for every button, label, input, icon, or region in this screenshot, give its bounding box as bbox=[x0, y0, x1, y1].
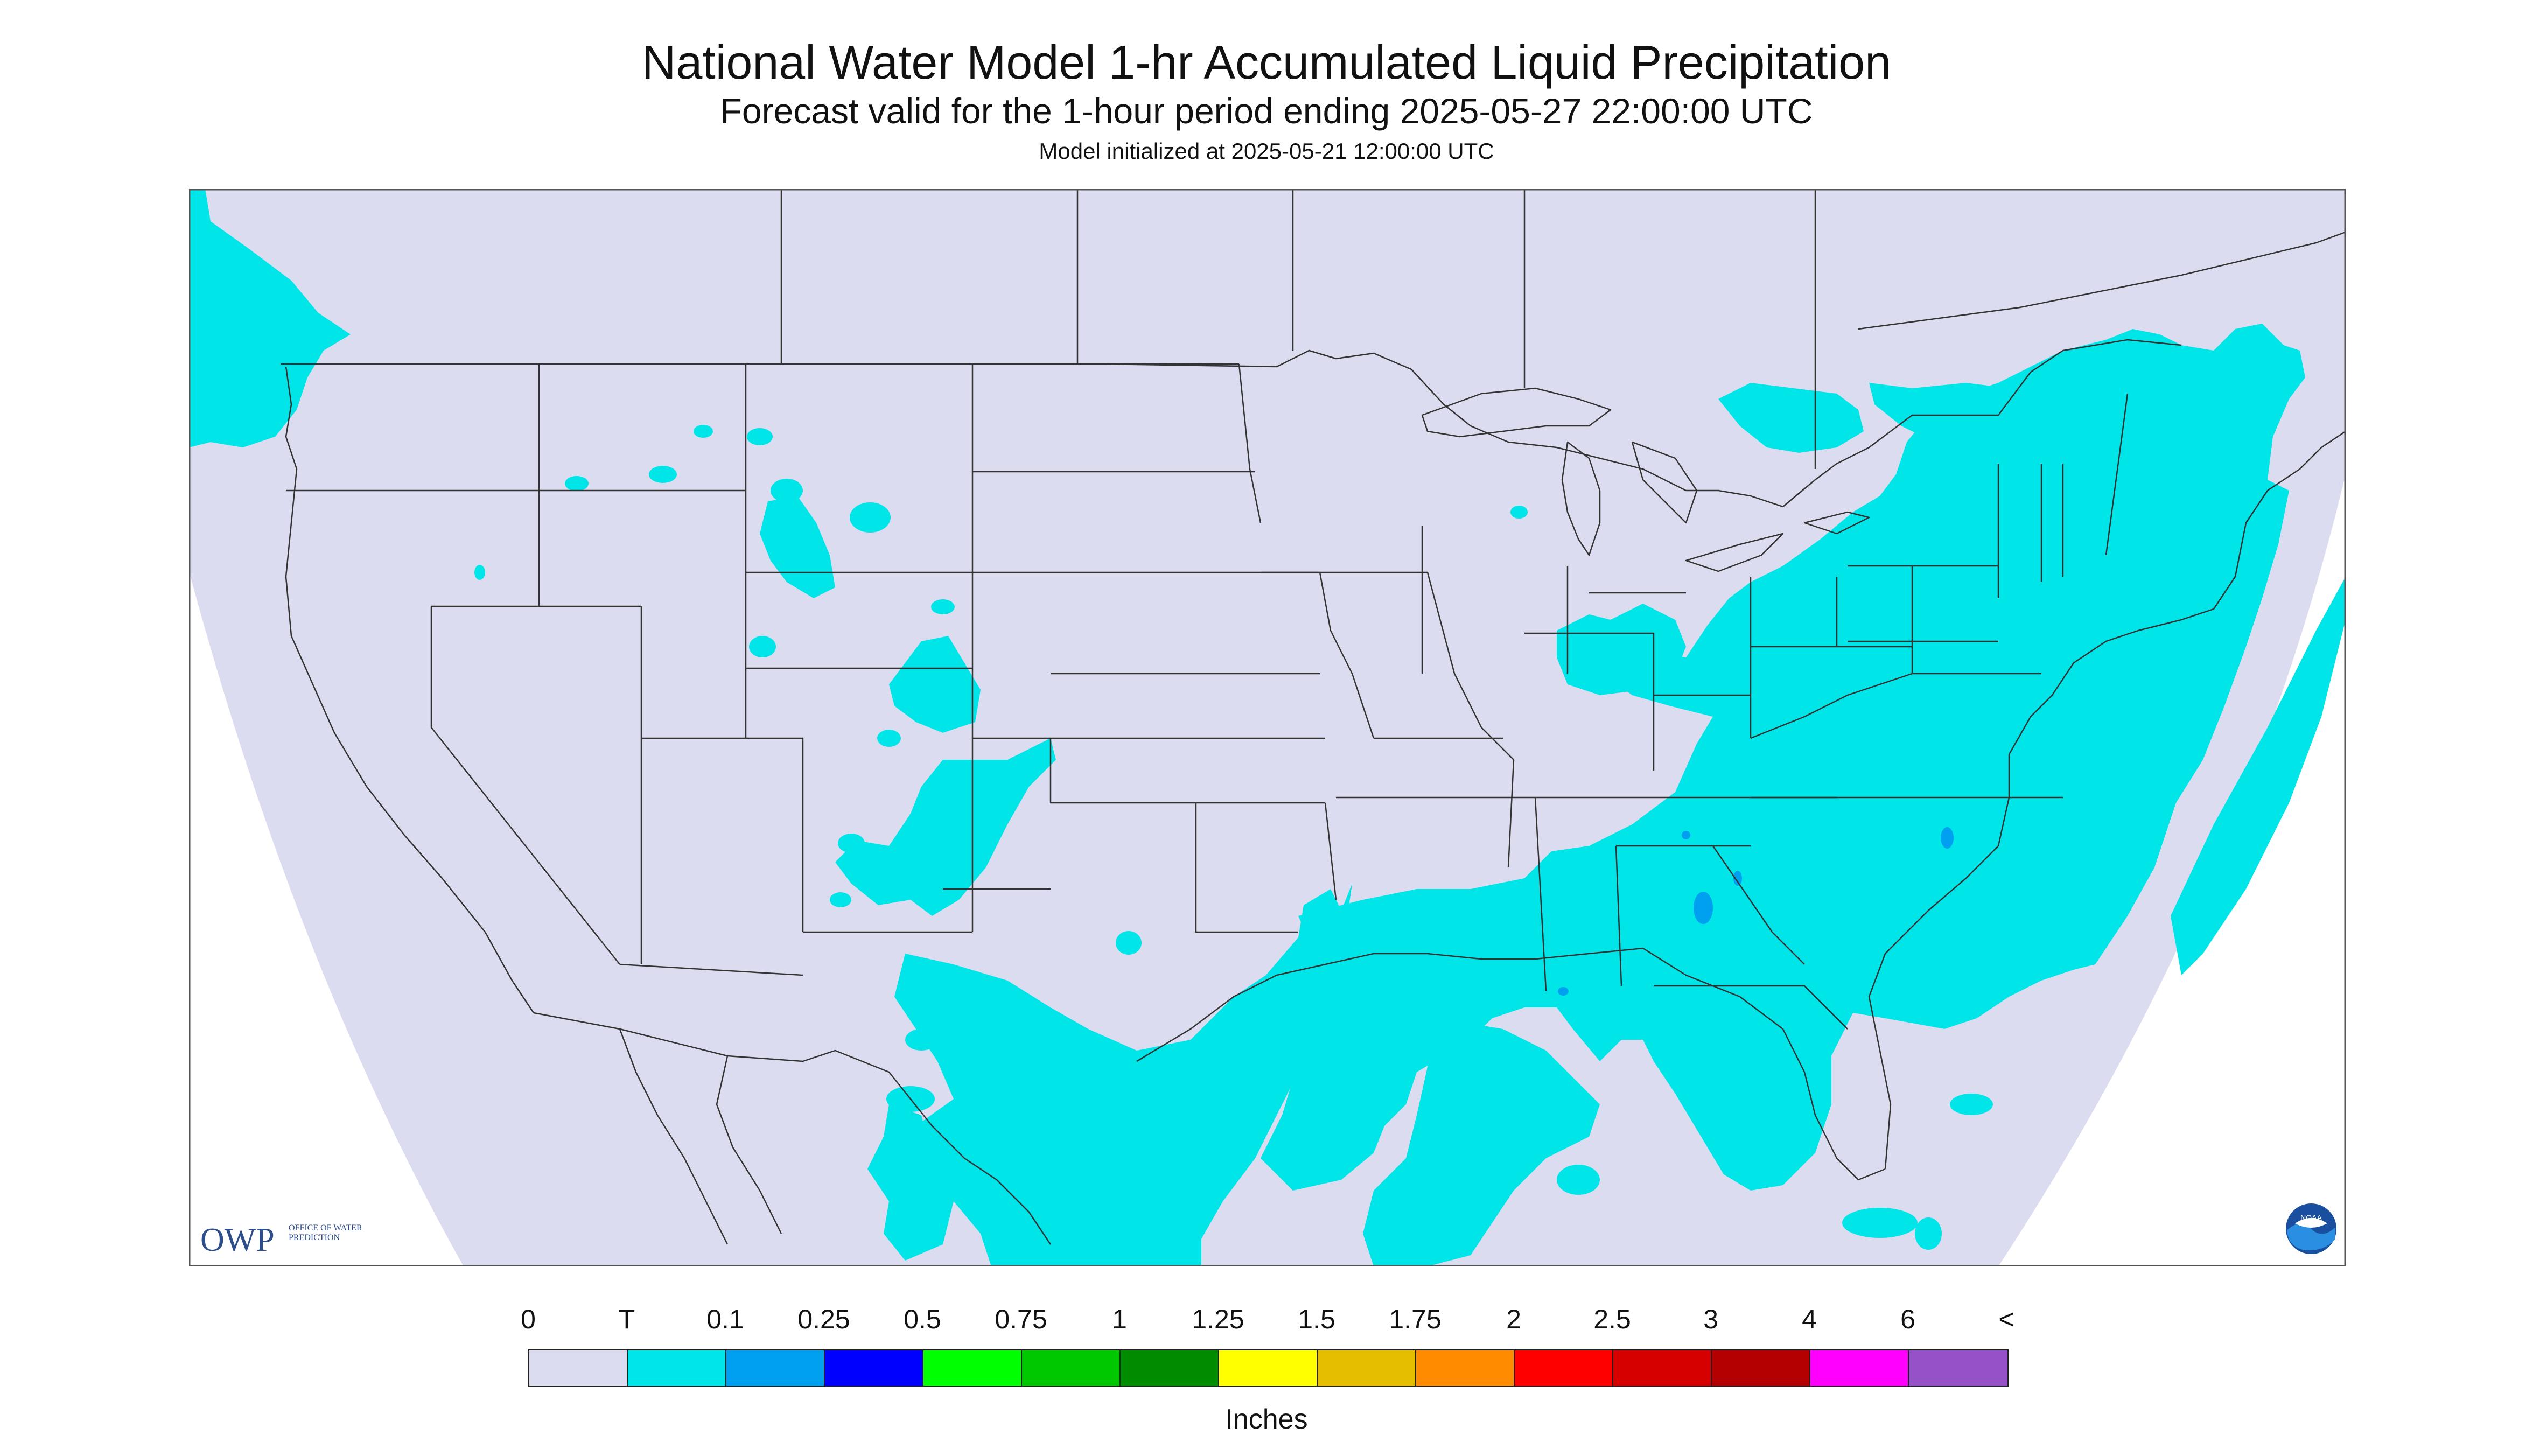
legend-colorbar bbox=[528, 1349, 2009, 1387]
legend-label: 6 bbox=[1900, 1304, 1915, 1334]
legend-units: Inches bbox=[1225, 1404, 1308, 1435]
coast-gulf bbox=[1136, 947, 1886, 1181]
legend-color-cell bbox=[825, 1350, 923, 1386]
precip-cell bbox=[1915, 1217, 1942, 1250]
map-boundaries bbox=[281, 189, 2346, 1245]
coast-baja bbox=[619, 1028, 782, 1245]
noaa-logo-icon: NOAA bbox=[2285, 1202, 2338, 1255]
legend-label: 0.25 bbox=[797, 1304, 850, 1334]
noaa-logo-text: NOAA bbox=[2300, 1213, 2322, 1222]
owp-logo-subtext: OFFICE OF WATER PREDICTION bbox=[289, 1223, 362, 1242]
precip-ontario bbox=[1718, 383, 1864, 453]
precip-areas-light bbox=[189, 189, 2346, 1266]
legend-color-cell bbox=[1318, 1350, 1416, 1386]
precip-cell bbox=[931, 599, 955, 614]
legend-label: 0.5 bbox=[904, 1304, 941, 1334]
legend-color-cell bbox=[1909, 1350, 2007, 1386]
precip-cell bbox=[877, 730, 901, 747]
map-frame bbox=[189, 189, 2346, 1266]
precip-cell bbox=[838, 834, 865, 853]
precip-cell bbox=[1950, 1094, 1993, 1115]
legend-color-cell bbox=[1121, 1350, 1219, 1386]
state-lines bbox=[286, 364, 1196, 976]
legend-color-cell bbox=[726, 1350, 825, 1386]
legend-label: 0.1 bbox=[706, 1304, 744, 1334]
precip-cell bbox=[1083, 1111, 1115, 1130]
precip-cell bbox=[1116, 931, 1142, 955]
precip-heavy-cell bbox=[1694, 892, 1713, 924]
lake-superior bbox=[1421, 387, 1612, 438]
precip-cell bbox=[565, 476, 589, 491]
legend-label: 0 bbox=[521, 1304, 536, 1334]
legend-color-cell bbox=[1416, 1350, 1515, 1386]
precip-southeast-east bbox=[1261, 324, 2305, 1191]
precip-cell bbox=[1799, 922, 1831, 942]
precip-heavy-cell bbox=[1682, 831, 1690, 839]
lake-ontario bbox=[1803, 511, 1870, 535]
border-us-canada bbox=[281, 339, 2182, 508]
legend-label: < bbox=[1998, 1304, 2014, 1334]
legend-color-cell bbox=[1515, 1350, 1613, 1386]
precip-heavy-cell bbox=[1558, 987, 1569, 996]
precip-areas-heavier bbox=[1558, 827, 1954, 996]
precip-cell bbox=[830, 892, 851, 907]
precip-cell bbox=[1510, 506, 1528, 519]
legend-color-cell bbox=[1613, 1350, 1712, 1386]
border-us-mexico bbox=[533, 1012, 1052, 1245]
precip-oregon-coast bbox=[189, 243, 297, 442]
legend-label: 1.75 bbox=[1389, 1304, 1442, 1334]
legend-color-cell bbox=[923, 1350, 1022, 1386]
legend-label: 1.5 bbox=[1298, 1304, 1335, 1334]
precip-cell bbox=[1164, 1053, 1196, 1070]
precip-mexico-west bbox=[867, 1104, 954, 1261]
legend-color-cell bbox=[1219, 1350, 1318, 1386]
border-canada-provinces bbox=[780, 189, 2346, 469]
lake-erie bbox=[1685, 533, 1784, 572]
legend-label: 0.75 bbox=[995, 1304, 1047, 1334]
legend-label: T bbox=[618, 1304, 635, 1334]
precip-cell bbox=[694, 425, 713, 438]
precip-cell bbox=[1729, 917, 1772, 936]
state-lines-plains bbox=[972, 363, 1375, 933]
precip-gulf-central bbox=[1363, 1018, 1600, 1266]
legend-labels: 0 T 0.1 0.25 0.5 0.75 1 1.25 1.5 1.75 2 … bbox=[0, 1303, 2533, 1335]
precip-cell bbox=[1557, 1165, 1600, 1195]
lake-michigan bbox=[1561, 441, 1601, 556]
precip-heavy-cell bbox=[1733, 871, 1742, 886]
precip-colorado bbox=[889, 636, 981, 733]
precip-cell bbox=[1842, 1208, 1918, 1238]
owp-logo: OWP bbox=[200, 1222, 275, 1258]
legend-label: 3 bbox=[1703, 1304, 1718, 1334]
coast-west bbox=[285, 366, 535, 1013]
coast-east bbox=[1868, 430, 2346, 1170]
precipitation-map bbox=[189, 189, 2346, 1266]
init-time: Model initialized at 2025-05-21 12:00:00… bbox=[1039, 138, 1494, 164]
precip-cell bbox=[474, 565, 485, 580]
page-title: National Water Model 1-hr Accumulated Li… bbox=[641, 36, 1892, 89]
precip-cell bbox=[850, 502, 891, 533]
lake-huron bbox=[1631, 441, 1698, 524]
page-subtitle: Forecast valid for the 1-hour period end… bbox=[720, 91, 1813, 131]
precip-cell bbox=[905, 1029, 937, 1051]
legend-label: 1 bbox=[1112, 1304, 1127, 1334]
legend-label: 2.5 bbox=[1593, 1304, 1631, 1334]
state-lines-midwest bbox=[1261, 526, 1837, 992]
precip-new-mexico bbox=[835, 738, 1056, 916]
precip-texas-mexico bbox=[894, 884, 1352, 1266]
legend-color-cell bbox=[1022, 1350, 1121, 1386]
legend-label: 1.25 bbox=[1192, 1304, 1244, 1334]
legend-color-cell bbox=[628, 1350, 726, 1386]
state-lines-east bbox=[1654, 393, 2129, 1030]
precip-heavy-cell bbox=[1941, 827, 1954, 849]
precip-cell bbox=[747, 428, 773, 445]
legend-color-cell bbox=[529, 1350, 628, 1386]
legend-label: 4 bbox=[1802, 1304, 1817, 1334]
legend-color-cell bbox=[1712, 1350, 1810, 1386]
precip-cell bbox=[649, 466, 677, 483]
legend-label: 2 bbox=[1506, 1304, 1521, 1334]
precip-cell bbox=[749, 636, 776, 657]
precip-carolinas-offshore bbox=[2171, 577, 2346, 975]
legend-color-cell bbox=[1810, 1350, 1909, 1386]
